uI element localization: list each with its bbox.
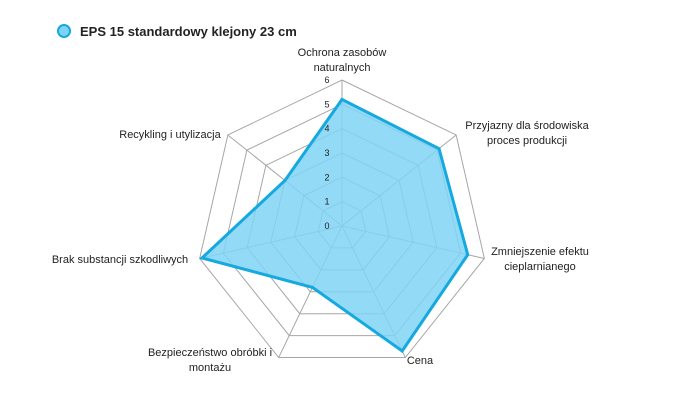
axis-label: Brak substancji szkodliwych	[52, 254, 188, 266]
axis-label: Bezpieczeństwo obróbki i montażu	[148, 347, 272, 374]
axis-label: Cena	[407, 355, 434, 367]
series-layer	[199, 97, 470, 354]
axis-label: Przyjazny dla środowiska proces produkcji	[465, 120, 589, 147]
axis-label: Zmniejszenie efektu cieplarnianego	[491, 246, 589, 273]
series-area	[199, 97, 470, 354]
tick-label: 0	[324, 221, 329, 231]
tick-labels: 0 1 2 3 4 5 6	[324, 75, 329, 231]
legend: EPS 15 standardowy klejony 23 cm	[57, 24, 297, 39]
data-point	[283, 178, 287, 182]
tick-label: 4	[324, 124, 329, 134]
tick-label: 6	[324, 75, 329, 85]
data-point	[400, 349, 404, 353]
legend-marker	[57, 24, 71, 38]
tick-label: 2	[324, 172, 329, 182]
data-point	[200, 256, 204, 260]
tick-label: 5	[324, 99, 329, 109]
tick-label: 3	[324, 148, 329, 158]
data-point	[466, 253, 470, 257]
grid-ring	[199, 79, 485, 359]
data-point	[340, 97, 344, 101]
axis-label: Ochrona zasobów naturalnych	[298, 47, 387, 74]
tick-label: 1	[324, 197, 329, 207]
axis-labels: Ochrona zasobów naturalnych Przyjazny dla …	[52, 47, 590, 374]
axis-label: Recykling i utylizacja	[119, 129, 221, 141]
legend-label: EPS 15 standardowy klejony 23 cm	[80, 24, 297, 39]
data-point	[437, 147, 441, 151]
data-point	[310, 285, 314, 289]
